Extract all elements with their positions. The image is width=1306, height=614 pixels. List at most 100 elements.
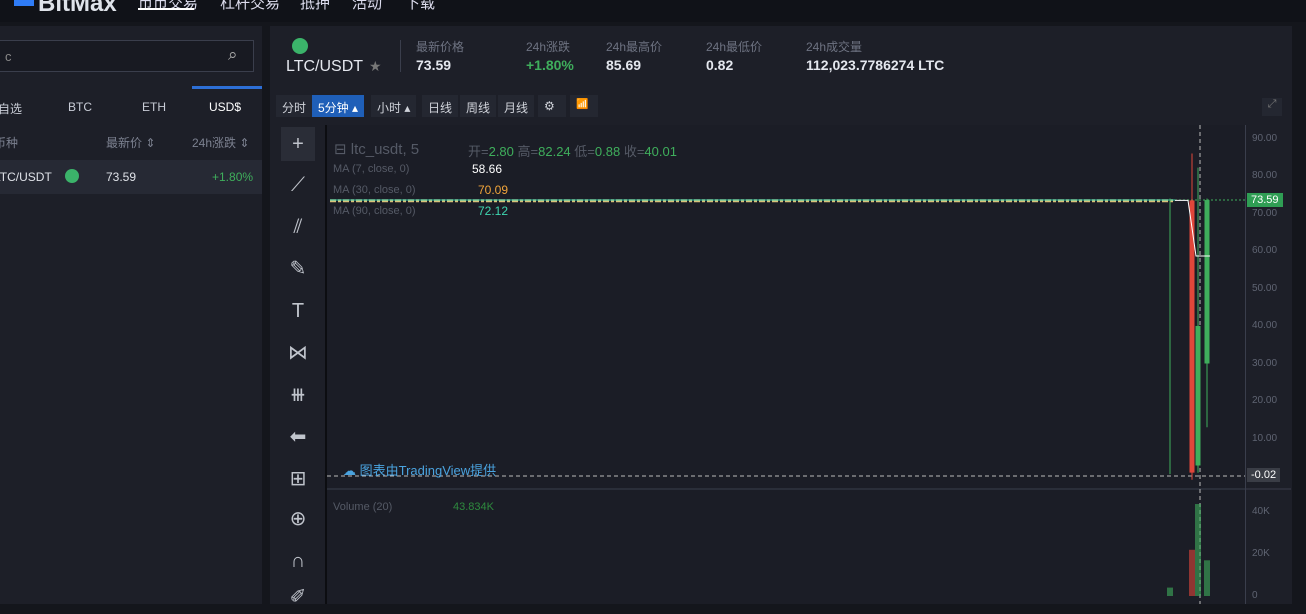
divider bbox=[400, 40, 401, 72]
price-tick: 10.00 bbox=[1252, 432, 1278, 444]
low-label: 24h最低价 bbox=[706, 40, 763, 54]
price-tick: 60.00 bbox=[1252, 245, 1278, 256]
volume-tick: 20K bbox=[1252, 548, 1270, 559]
close-value: 40.01 bbox=[644, 144, 677, 159]
price-chart[interactable] bbox=[325, 125, 1245, 604]
volume-bar bbox=[1204, 560, 1210, 596]
ltc-icon bbox=[292, 38, 308, 54]
nav-item[interactable]: 下载 bbox=[405, 0, 436, 12]
nav-active-indicator bbox=[138, 8, 194, 10]
brush-icon[interactable]: ✎ bbox=[289, 258, 307, 280]
text-icon[interactable]: T bbox=[291, 300, 305, 322]
volume-bar bbox=[1189, 549, 1195, 596]
change-value: +1.80% bbox=[526, 57, 574, 73]
settings-icon[interactable]: ⚙ bbox=[538, 95, 566, 117]
pair-title: LTC/USDT bbox=[286, 58, 364, 75]
volume-value: 112,023.7786274 LTC bbox=[806, 57, 945, 73]
ma7-value: 58.66 bbox=[472, 162, 503, 176]
nav-margin[interactable]: 杠杆交易 bbox=[220, 0, 281, 12]
price-tick: 50.00 bbox=[1252, 282, 1278, 294]
open-label: 开= bbox=[468, 144, 489, 159]
logo-icon bbox=[14, 0, 34, 6]
price-tick: 30.00 bbox=[1252, 357, 1278, 369]
price-tick: 80.00 bbox=[1252, 170, 1278, 181]
candle-body bbox=[1169, 200, 1171, 202]
interval-tick[interactable]: 分时 bbox=[276, 95, 313, 117]
row-price: 73.59 bbox=[106, 170, 137, 184]
search-input[interactable]: c bbox=[0, 40, 254, 72]
candle-body bbox=[1189, 200, 1195, 473]
trend-line-icon[interactable]: ⟋ bbox=[291, 174, 305, 196]
tab-usds[interactable]: USD$ bbox=[209, 100, 242, 114]
tab-eth[interactable]: ETH bbox=[142, 100, 166, 114]
interval-hour[interactable]: 小时 ▴ bbox=[371, 95, 417, 117]
volume-label: 24h成交量 bbox=[806, 40, 863, 54]
low-value: 0.88 bbox=[594, 144, 621, 159]
volume-tick: 0 bbox=[1252, 590, 1258, 601]
price-axis[interactable] bbox=[1245, 125, 1291, 604]
ma90-label: MA (90, close, 0) bbox=[333, 205, 416, 217]
interval-5min[interactable]: 5分钟 ▴ bbox=[312, 95, 365, 117]
top-nav bbox=[0, 0, 1306, 22]
market-row[interactable]: LTC/USDT 73.59 +1.80% bbox=[0, 160, 262, 194]
nav-item[interactable]: 活动 bbox=[352, 0, 383, 12]
market-sidebar bbox=[0, 26, 262, 604]
price-tick: 20.00 bbox=[1252, 395, 1278, 406]
fib-icon[interactable]: ⫽ bbox=[293, 216, 303, 238]
last-price-label: 最新价格 bbox=[416, 40, 465, 54]
magnet-icon[interactable]: ∩ bbox=[290, 550, 306, 572]
volume-legend: Volume (20) bbox=[333, 501, 393, 513]
high-label: 24h最高价 bbox=[606, 40, 663, 54]
lock-draw-icon[interactable]: ✐ bbox=[289, 586, 307, 608]
back-arrow-icon[interactable]: ⬅ bbox=[289, 426, 307, 448]
change-label: 24h涨跌 bbox=[526, 40, 571, 54]
low-value: 0.82 bbox=[706, 57, 734, 73]
volume-bar bbox=[1167, 587, 1173, 596]
candle-body bbox=[1195, 325, 1201, 466]
high-value: 82.24 bbox=[538, 144, 571, 159]
search-icon[interactable]: ⌕ bbox=[228, 45, 238, 64]
tab-btc[interactable]: BTC bbox=[68, 100, 92, 114]
ma7-label: MA (7, close, 0) bbox=[333, 163, 410, 175]
ltc-icon bbox=[65, 169, 79, 183]
indicators-icon[interactable]: 📶 bbox=[570, 95, 598, 117]
fullscreen-icon[interactable]: ⤢ bbox=[1262, 98, 1282, 116]
nav-item[interactable]: 抵押 bbox=[300, 0, 331, 12]
col-pair: 币种 bbox=[0, 136, 19, 150]
symbol-name: ltc_usdt, 5 bbox=[350, 141, 420, 158]
ma30-label: MA (30, close, 0) bbox=[333, 184, 416, 196]
volume-bar bbox=[1195, 504, 1201, 596]
pattern-icon[interactable]: ⋈ bbox=[288, 342, 308, 364]
candle-scale-icon[interactable]: ⊞ bbox=[289, 468, 307, 490]
col-price[interactable]: 最新价 ⇕ bbox=[106, 136, 156, 150]
measure-icon[interactable]: ⧻ bbox=[289, 384, 307, 406]
price-tick: 70.00 bbox=[1252, 207, 1278, 219]
interval-week[interactable]: 周线 bbox=[460, 95, 497, 117]
zoom-in-icon[interactable]: ⊕ bbox=[289, 508, 307, 530]
col-change[interactable]: 24h涨跌 ⇕ bbox=[192, 136, 250, 150]
close-label: 收= bbox=[623, 144, 645, 159]
last-price: 73.59 bbox=[416, 57, 452, 73]
attribution-text: 图表由TradingView提供 bbox=[359, 463, 497, 478]
high-value: 85.69 bbox=[606, 57, 642, 73]
symbol-legend: ⊟ ltc_usdt, 5 bbox=[334, 141, 420, 158]
volume-legend-value: 43.834K bbox=[453, 501, 494, 513]
open-value: 2.80 bbox=[488, 144, 514, 159]
low-label: 低= bbox=[574, 144, 595, 159]
row-change: +1.80% bbox=[212, 170, 254, 184]
ohlc-legend: 开=2.80 高=82.24 低=0.88 收=40.01 bbox=[468, 141, 677, 160]
price-tick: 90.00 bbox=[1252, 132, 1278, 144]
row-pair: LTC/USDT bbox=[0, 170, 52, 184]
crosshair-icon[interactable]: + bbox=[281, 127, 315, 161]
ma90-value: 72.12 bbox=[478, 204, 509, 218]
last-price-tag: 73.59 bbox=[1247, 193, 1283, 207]
tab-favorites[interactable]: 自选 bbox=[0, 102, 23, 116]
star-icon[interactable]: ★ bbox=[369, 58, 382, 74]
logo[interactable]: BitMax bbox=[38, 0, 117, 17]
candle-body bbox=[1204, 200, 1210, 364]
tradingview-attribution[interactable]: ☁ 图表由TradingView提供 bbox=[343, 463, 497, 478]
interval-month[interactable]: 月线 bbox=[498, 95, 535, 117]
interval-day[interactable]: 日线 bbox=[422, 95, 459, 117]
high-label: 高= bbox=[517, 144, 539, 159]
